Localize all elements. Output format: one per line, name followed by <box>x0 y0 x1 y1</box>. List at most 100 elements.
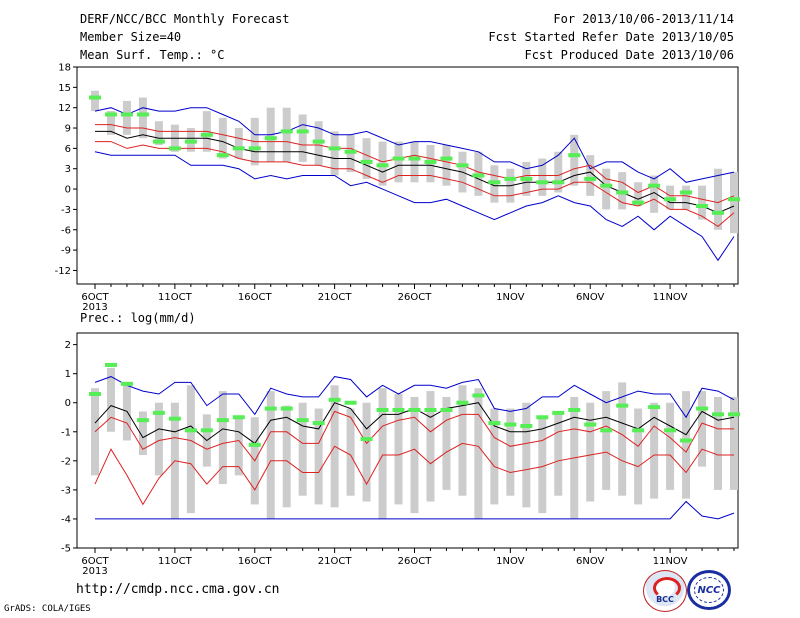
prec-box <box>346 408 355 496</box>
prec-box <box>106 367 115 432</box>
temp-ytick-label: -3 <box>61 205 71 216</box>
temp-obs-marker <box>264 136 277 141</box>
prec-obs-marker <box>152 410 165 415</box>
temp-obs-marker <box>104 112 117 117</box>
temp-box <box>138 97 147 139</box>
temp-xtick-label: 1NOV <box>496 292 525 303</box>
temp-obs-marker <box>376 163 389 168</box>
prec-obs-marker <box>184 428 197 433</box>
temp-xtick-label: 11OCT <box>158 292 193 303</box>
temp-box <box>586 155 595 196</box>
prec-obs-marker <box>216 418 229 423</box>
prec-obs-marker <box>104 362 117 367</box>
temp-obs-marker <box>648 183 661 188</box>
member-size: Member Size=40 <box>80 30 182 44</box>
prec-obs-marker <box>520 423 533 428</box>
prec-obs-marker <box>120 381 133 386</box>
prec-box <box>458 385 467 496</box>
temp-xtick-label: 6OCT <box>81 292 109 303</box>
temp-ytick-label: 15 <box>58 83 71 94</box>
prec-obs-marker <box>408 407 421 412</box>
prec-obs-marker <box>712 412 725 417</box>
prec-box <box>314 408 323 505</box>
prec-obs-marker <box>536 415 549 420</box>
prec-box <box>522 402 531 508</box>
prec-obs-marker <box>584 422 597 427</box>
temp-box <box>538 158 547 196</box>
prec-xtick-label: 11NOV <box>653 556 688 567</box>
temp-box <box>698 185 707 220</box>
temp-box <box>714 168 723 230</box>
temp-ytick-label: 3 <box>65 164 71 175</box>
temp-obs-marker <box>296 129 309 134</box>
footer-url: http://cmdp.ncc.cma.gov.cn <box>76 582 280 597</box>
prec-box <box>490 408 499 505</box>
prec-obs-marker <box>616 403 629 408</box>
temp-obs-marker <box>488 180 501 185</box>
temp-obs-marker <box>680 190 693 195</box>
prec-obs-marker <box>504 422 517 427</box>
temp-obs-marker <box>216 153 229 158</box>
prec-box <box>618 382 627 496</box>
temp-box <box>442 144 451 186</box>
temp-obs-marker <box>344 149 357 154</box>
prec-box <box>154 402 163 476</box>
fcst-started: Fcst Started Refer Date 2013/10/05 <box>488 30 734 44</box>
prec-xtick-label: 1NOV <box>496 556 525 567</box>
temp-obs-marker <box>184 139 197 144</box>
temp-ytick-label: -6 <box>61 225 71 236</box>
temp-obs-marker <box>632 200 645 205</box>
prec-box <box>698 391 707 467</box>
temp-box <box>234 128 243 159</box>
prec-xtick-label: 6OCT <box>81 556 109 567</box>
prec-ytick-label: -4 <box>61 514 71 525</box>
temp-obs-marker <box>248 146 261 151</box>
prec-obs-marker <box>728 412 740 417</box>
prec-ytick-label: -2 <box>61 456 71 467</box>
forecast-period: For 2013/10/06-2013/11/14 <box>553 12 734 26</box>
prec-box <box>378 388 387 519</box>
prec-box <box>554 411 563 496</box>
temp-xtick-label: 21OCT <box>318 292 353 303</box>
prec-obs-marker <box>456 400 469 405</box>
prec-obs-marker <box>312 421 325 426</box>
temp-obs-marker <box>568 153 581 158</box>
temp-box <box>106 111 115 135</box>
temp-box <box>91 90 99 112</box>
temp-box <box>154 121 163 145</box>
temp-obs-marker <box>168 146 181 151</box>
temp-lower-line <box>95 141 735 228</box>
prec-box <box>730 396 738 490</box>
temp-xtick-label: 6NOV <box>576 292 605 303</box>
prec-ytick-label: 2 <box>65 340 71 351</box>
temp-obs-marker <box>200 132 213 137</box>
prec-xtick-label: 11OCT <box>158 556 193 567</box>
temp-box <box>394 141 403 183</box>
prec-ytick-label: -3 <box>61 485 71 496</box>
prec-box <box>650 402 659 499</box>
prec-obs-marker <box>344 400 357 405</box>
prec-box <box>442 396 451 490</box>
bcc-logo-text: BCC <box>656 595 674 604</box>
prec-lower-line <box>94 442 734 506</box>
temp-box <box>282 107 291 162</box>
temp-obs-marker <box>328 146 341 151</box>
prec-ytick-label: 1 <box>65 369 71 380</box>
prec-obs-marker <box>632 428 645 433</box>
ncc-logo-text: NCC <box>697 585 721 596</box>
temp-obs-marker <box>136 112 149 117</box>
prec-box <box>586 402 595 502</box>
prec-obs-marker <box>392 407 405 412</box>
temp-xtick-label: 16OCT <box>238 292 273 303</box>
temp-obs-marker <box>504 176 517 181</box>
prec-obs-marker <box>648 405 661 410</box>
temp-box <box>362 138 371 179</box>
bcc-logo: BCC <box>643 570 687 612</box>
temp-box <box>682 185 691 210</box>
variable-label: Mean Surf. Temp.: °C <box>80 48 225 62</box>
prec-obs-marker <box>248 442 261 447</box>
temp-obs-marker <box>456 163 469 168</box>
prec-box <box>682 391 691 499</box>
